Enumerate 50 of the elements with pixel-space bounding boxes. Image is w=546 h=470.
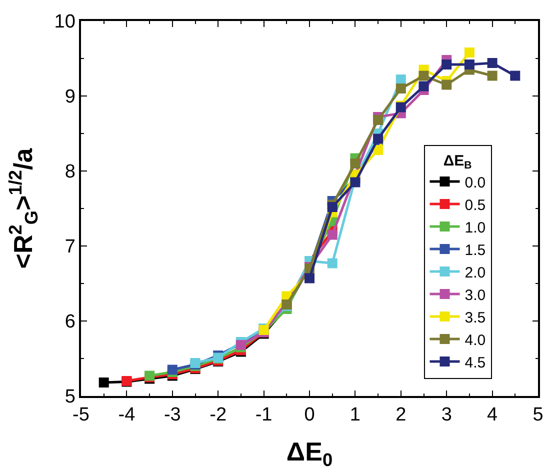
point: [373, 134, 384, 144]
x-tick-label: -5: [72, 404, 90, 426]
y-tick-label: 7: [64, 236, 76, 258]
legend-label: 0.5: [464, 196, 486, 214]
y-tick-label: 6: [64, 312, 76, 333]
x-tick-label: -4: [118, 404, 136, 426]
y-tick-label: 5: [64, 386, 76, 408]
legend-label: 4.0: [464, 332, 486, 349]
point: [487, 58, 498, 68]
y-tick-label: 8: [64, 162, 76, 183]
point: [350, 158, 360, 168]
legend-label: 3.0: [464, 286, 486, 304]
point: [442, 80, 452, 90]
point: [464, 48, 474, 58]
x-tick-label: -1: [255, 404, 272, 426]
point: [327, 230, 338, 240]
x-tick-label: 1: [350, 404, 360, 426]
legend-label: 0.0: [464, 174, 486, 192]
legend-label: 2.0: [464, 264, 486, 282]
y-tick-label: 9: [64, 86, 76, 108]
x-tick-label: 0: [304, 404, 315, 426]
x-tick-label: 4: [487, 404, 498, 426]
point: [373, 115, 384, 125]
legend-label: 4.5: [464, 354, 486, 372]
x-tick-label: -3: [164, 404, 181, 426]
x-tick-label: 3: [441, 404, 452, 426]
point: [418, 81, 429, 92]
legend-label: 1.5: [464, 242, 486, 259]
x-tick-label: 2: [396, 404, 406, 426]
legend-title: ΔE$_{B}$: [443, 152, 472, 172]
point: [304, 273, 314, 284]
point: [350, 177, 360, 188]
legend-label: 3.5: [464, 309, 486, 326]
point: [487, 70, 498, 81]
point: [327, 258, 338, 268]
point: [442, 60, 452, 70]
point: [98, 378, 109, 388]
point: [327, 202, 338, 212]
x-axis-title: ΔE$_{0}$: [286, 436, 333, 470]
y-tick-label: 10: [54, 12, 76, 33]
point: [418, 70, 429, 81]
point: [167, 364, 178, 375]
point: [373, 145, 384, 155]
point: [396, 74, 406, 84]
point: [464, 60, 474, 70]
legend-label: 1.0: [464, 219, 486, 236]
x-tick-label: 5: [532, 404, 544, 426]
x-tick-label: -2: [210, 404, 227, 426]
point: [396, 84, 406, 94]
point: [510, 70, 520, 81]
